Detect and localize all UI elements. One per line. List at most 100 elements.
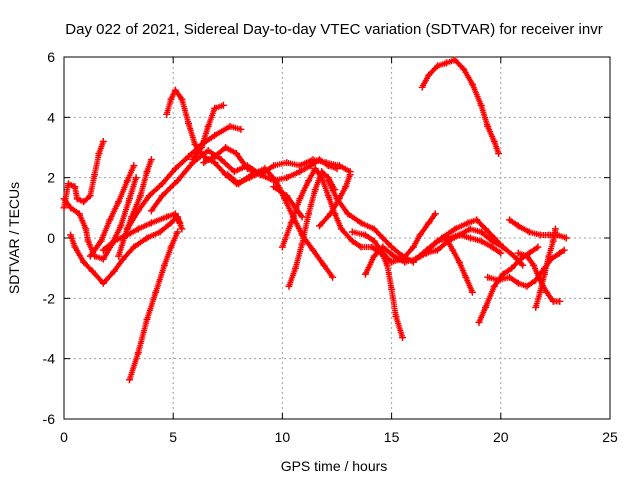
data-point xyxy=(329,273,337,281)
data-point xyxy=(145,192,153,200)
data-point xyxy=(75,210,83,218)
data-point xyxy=(171,86,179,94)
data-point xyxy=(344,210,352,218)
data-point xyxy=(158,192,166,200)
data-point xyxy=(174,177,182,185)
data-point xyxy=(342,183,350,191)
data-point xyxy=(82,225,90,233)
data-point xyxy=(73,195,81,203)
data-point xyxy=(224,171,232,179)
data-point xyxy=(95,150,103,158)
data-point xyxy=(499,243,507,251)
data-point xyxy=(296,195,304,203)
data-point xyxy=(477,228,485,236)
data-point xyxy=(466,225,474,233)
series-s07 xyxy=(126,228,182,384)
data-point xyxy=(67,204,75,212)
data-point xyxy=(525,228,533,236)
data-point xyxy=(211,153,219,161)
data-point xyxy=(466,234,474,242)
data-point xyxy=(516,255,524,263)
data-point xyxy=(110,267,118,275)
data-point xyxy=(200,153,208,161)
data-point xyxy=(442,234,450,242)
data-point xyxy=(136,192,144,200)
data-point xyxy=(167,95,175,103)
data-point xyxy=(152,288,160,296)
data-point xyxy=(278,243,286,251)
data-point xyxy=(549,297,557,305)
data-point xyxy=(370,237,378,245)
data-point xyxy=(442,59,450,67)
data-point xyxy=(545,231,553,239)
data-point xyxy=(499,270,507,278)
data-point xyxy=(482,225,490,233)
data-point xyxy=(64,180,72,188)
data-point xyxy=(333,165,341,173)
data-point xyxy=(324,192,332,200)
data-point xyxy=(99,137,107,145)
data-point xyxy=(204,147,212,155)
data-point xyxy=(283,174,291,182)
data-point xyxy=(416,231,424,239)
data-point xyxy=(91,171,99,179)
data-point xyxy=(392,312,400,320)
data-point xyxy=(86,252,94,260)
data-point xyxy=(523,282,531,290)
data-point xyxy=(388,285,396,293)
data-point xyxy=(60,195,68,203)
data-point xyxy=(167,219,175,227)
data-point xyxy=(147,219,155,227)
data-point xyxy=(536,231,544,239)
data-point xyxy=(296,162,304,170)
data-point xyxy=(283,192,291,200)
data-point xyxy=(473,216,481,224)
data-point xyxy=(534,243,542,251)
data-point xyxy=(287,219,295,227)
data-point xyxy=(451,225,459,233)
data-point xyxy=(514,249,522,257)
data-point xyxy=(270,183,278,191)
data-point xyxy=(556,249,564,257)
y-tick-label: 0 xyxy=(47,230,55,246)
data-point xyxy=(361,231,369,239)
data-point xyxy=(560,246,568,254)
data-point xyxy=(388,243,396,251)
data-point xyxy=(433,246,441,254)
data-point xyxy=(399,334,407,342)
data-point xyxy=(462,273,470,281)
series-s04 xyxy=(86,162,138,260)
data-point xyxy=(540,270,548,278)
data-point xyxy=(86,192,94,200)
y-tick-label: 6 xyxy=(47,49,55,65)
data-point xyxy=(556,297,564,305)
series-s05 xyxy=(99,210,184,254)
data-point xyxy=(115,198,123,206)
data-point xyxy=(468,80,476,88)
data-point xyxy=(160,261,168,269)
data-point xyxy=(237,125,245,133)
data-point xyxy=(132,174,140,182)
series-s25 xyxy=(418,56,503,158)
data-point xyxy=(377,246,385,254)
data-point xyxy=(60,204,68,212)
data-point xyxy=(67,231,75,239)
data-point xyxy=(143,315,151,323)
data-point xyxy=(171,165,179,173)
data-point xyxy=(536,288,544,296)
data-point xyxy=(126,195,134,203)
data-point xyxy=(204,122,212,130)
data-point xyxy=(532,303,540,311)
data-point xyxy=(230,168,238,176)
data-point xyxy=(368,243,376,251)
data-point xyxy=(455,258,463,266)
series-s26 xyxy=(475,243,542,326)
data-point xyxy=(97,237,105,245)
data-point xyxy=(147,156,155,164)
grid-lines xyxy=(64,57,610,419)
data-point xyxy=(409,243,417,251)
series-trace xyxy=(126,229,181,383)
data-point xyxy=(99,279,107,287)
data-point xyxy=(348,228,356,236)
